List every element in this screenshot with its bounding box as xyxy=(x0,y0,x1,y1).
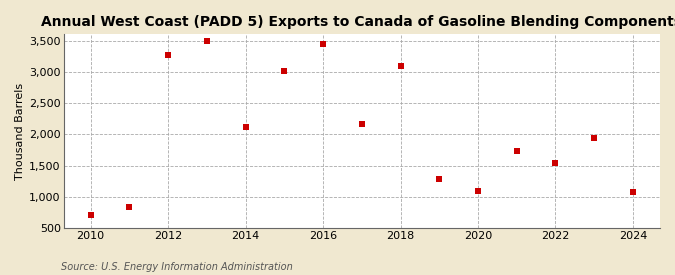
Point xyxy=(550,161,561,165)
Point xyxy=(201,39,212,43)
Point xyxy=(395,64,406,68)
Point xyxy=(628,190,639,195)
Point xyxy=(85,213,96,218)
Title: Annual West Coast (PADD 5) Exports to Canada of Gasoline Blending Components: Annual West Coast (PADD 5) Exports to Ca… xyxy=(41,15,675,29)
Point xyxy=(124,205,135,209)
Point xyxy=(434,177,445,181)
Point xyxy=(472,189,483,193)
Text: Source: U.S. Energy Information Administration: Source: U.S. Energy Information Administ… xyxy=(61,262,292,272)
Point xyxy=(240,125,251,130)
Y-axis label: Thousand Barrels: Thousand Barrels xyxy=(15,82,25,180)
Point xyxy=(511,148,522,153)
Point xyxy=(318,42,329,46)
Point xyxy=(589,136,599,140)
Point xyxy=(163,53,173,57)
Point xyxy=(356,122,367,127)
Point xyxy=(279,69,290,73)
